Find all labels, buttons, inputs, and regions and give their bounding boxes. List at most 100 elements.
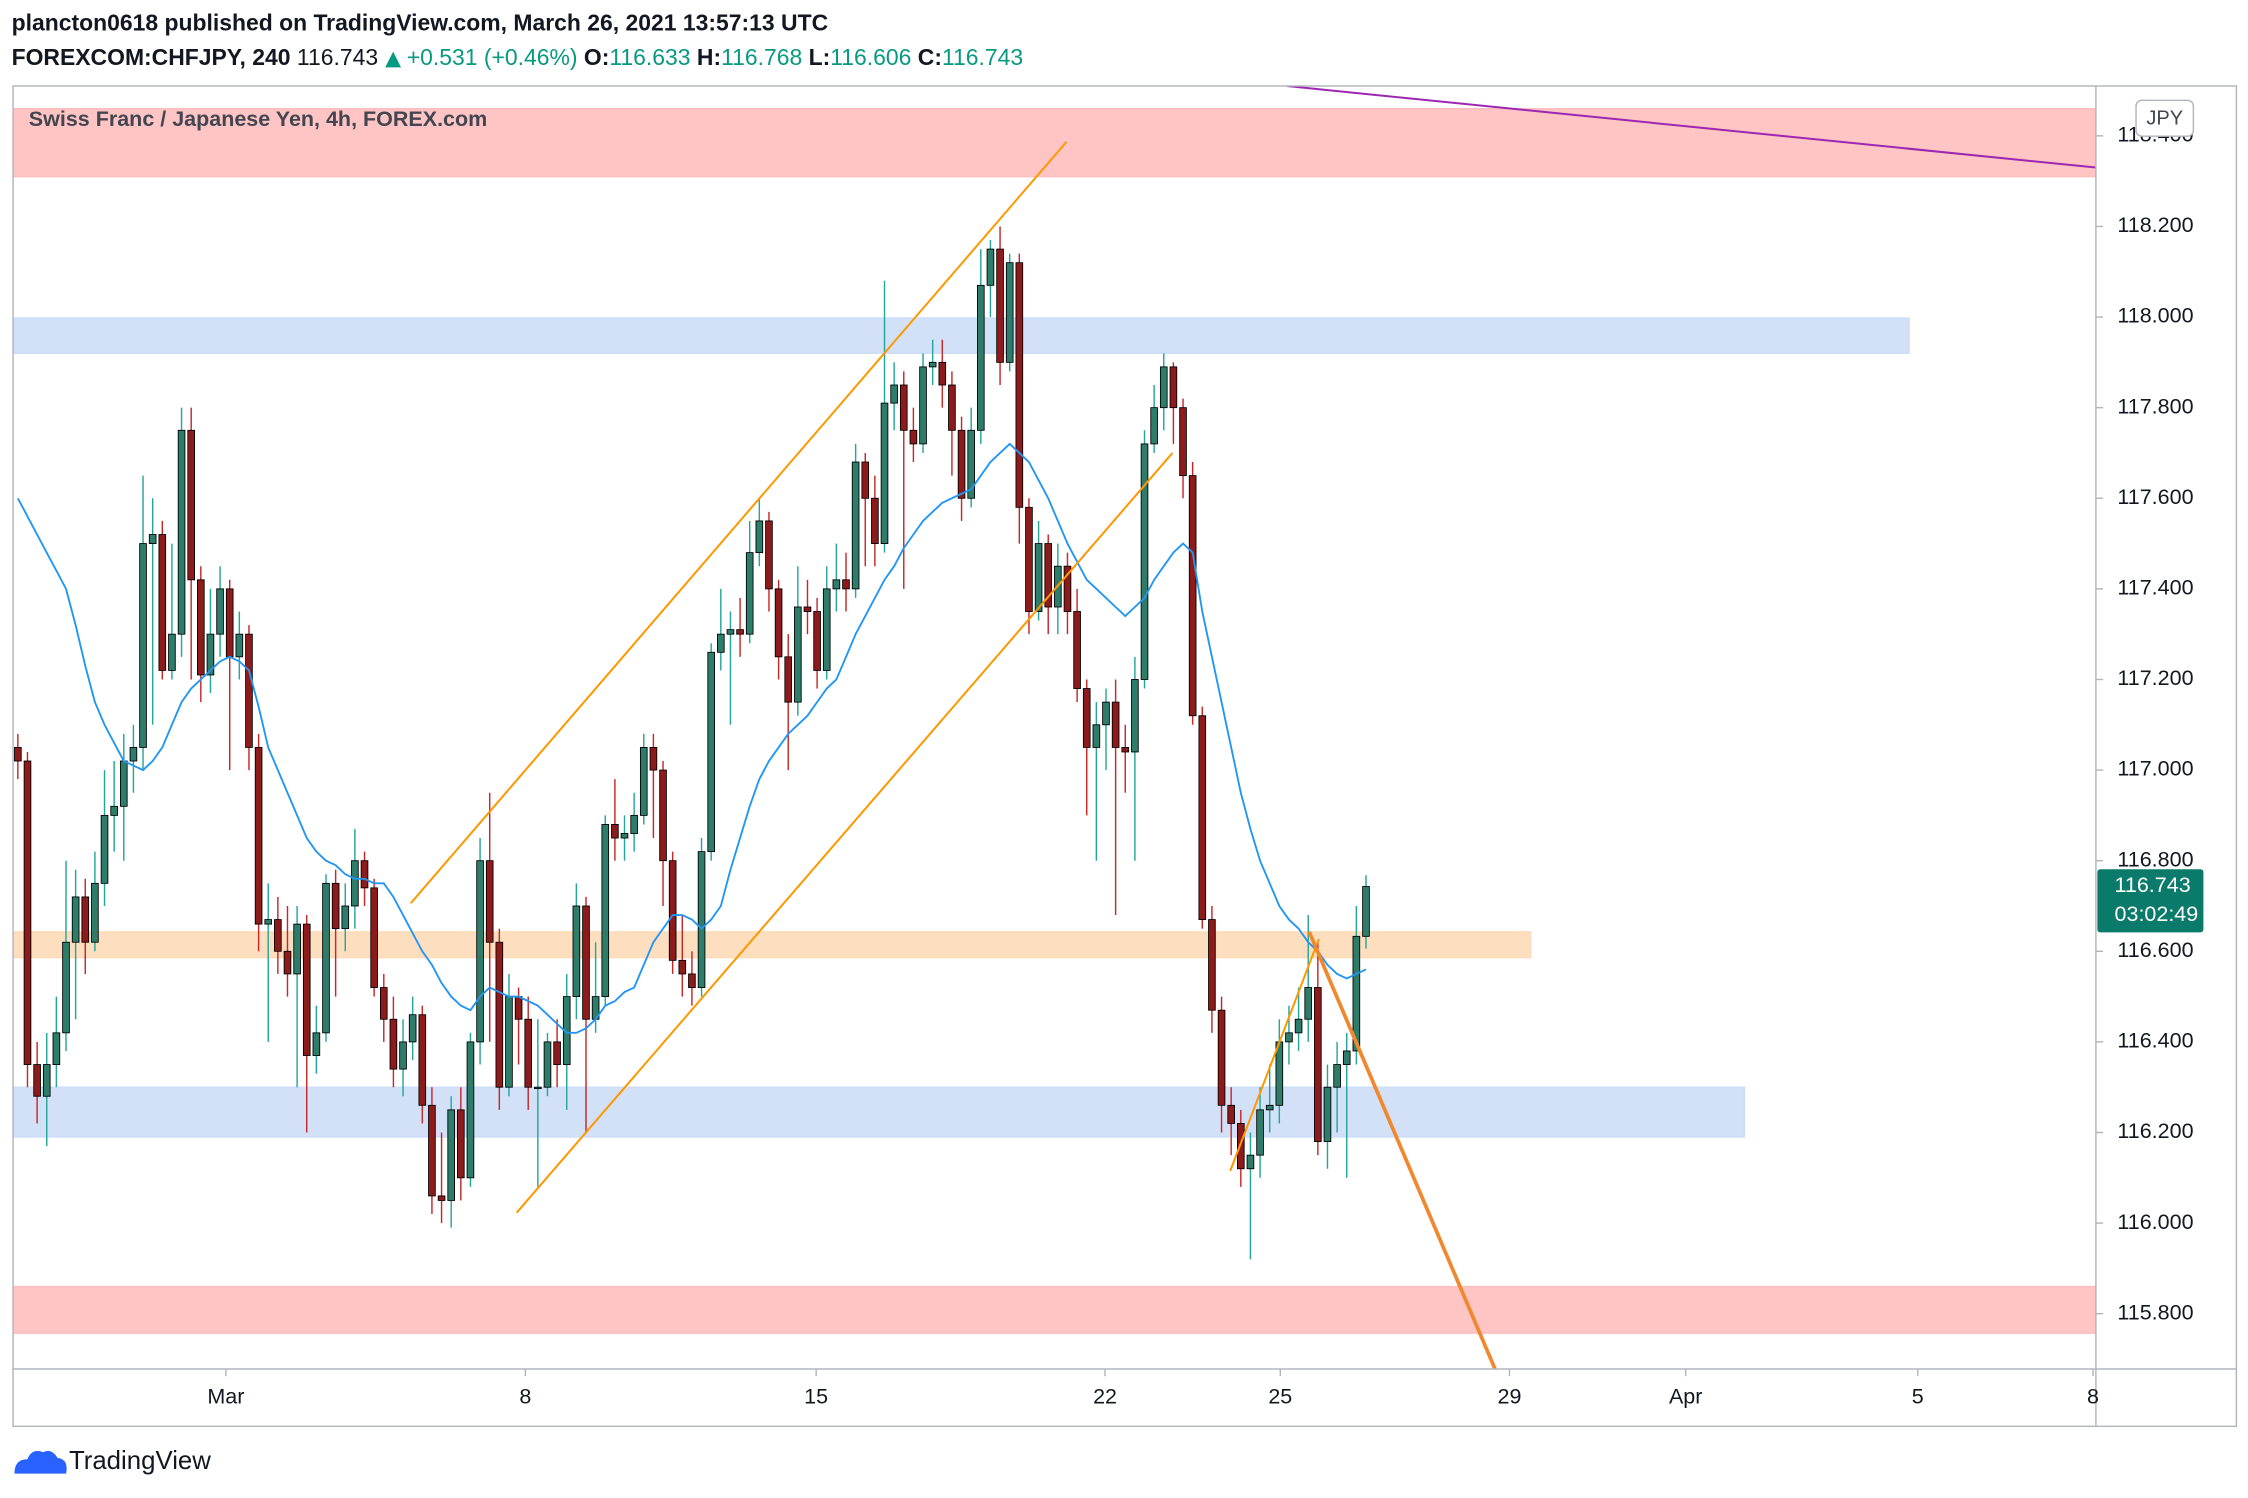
up-arrow xyxy=(385,51,402,68)
y-tick-label: 117.800 xyxy=(2117,394,2193,418)
zone xyxy=(13,317,1910,355)
high-value: 116.768 xyxy=(721,44,802,70)
candle-body xyxy=(986,248,995,286)
y-tick-label: 116.800 xyxy=(2117,847,2193,871)
x-tick-label: 29 xyxy=(1498,1384,1522,1408)
candle-body xyxy=(495,941,504,1088)
candle-body xyxy=(1169,366,1178,409)
candle-body xyxy=(274,919,282,952)
candle-body xyxy=(245,633,253,748)
candle-body xyxy=(774,588,783,658)
candle-body xyxy=(832,579,841,590)
candle-body xyxy=(678,959,687,975)
zone xyxy=(13,1285,2096,1334)
candle-body xyxy=(803,606,812,612)
candle-body xyxy=(851,461,860,590)
candle-body xyxy=(1005,262,1014,363)
candle-body xyxy=(717,633,725,653)
candle-body xyxy=(822,588,831,671)
candle-body xyxy=(505,996,513,1088)
price-label-value: 116.743 xyxy=(2115,873,2191,897)
candle-body xyxy=(1092,724,1101,748)
candle-body xyxy=(254,747,263,925)
x-tick-label: Apr xyxy=(1669,1384,1702,1408)
candle-body xyxy=(1304,987,1313,1020)
trend-line xyxy=(1286,86,2096,169)
zone xyxy=(13,931,1532,959)
candle-body xyxy=(1362,886,1370,937)
low-label: L: xyxy=(809,44,831,70)
trend-line xyxy=(1307,931,1497,1369)
candle-body xyxy=(707,651,715,853)
candle-body xyxy=(514,996,523,1020)
candle-body xyxy=(14,747,22,762)
candle-body xyxy=(119,760,128,807)
price-label xyxy=(2097,869,2204,933)
plot-area xyxy=(13,86,2096,1369)
candle-body xyxy=(23,760,32,1065)
candle-body xyxy=(418,1014,427,1106)
candle-body xyxy=(765,520,773,590)
candle-body xyxy=(1246,1154,1255,1170)
candle-body xyxy=(639,747,648,816)
candle-body xyxy=(139,543,147,748)
candle-body xyxy=(351,860,359,907)
candle-body xyxy=(100,814,109,884)
candle-body xyxy=(457,1109,465,1179)
x-tick-label: 25 xyxy=(1268,1384,1292,1408)
candle-body xyxy=(71,896,80,943)
candle-body xyxy=(1140,443,1149,680)
candle-body xyxy=(216,588,224,635)
symbol-line: FOREXCOM:CHFJPY, 240 116.743 xyxy=(12,44,378,70)
candle-body xyxy=(1025,506,1033,612)
candle-body xyxy=(399,1041,407,1070)
x-tick-label: 8 xyxy=(519,1384,531,1408)
candle-body xyxy=(447,1109,455,1201)
candle-body xyxy=(736,629,744,635)
frame xyxy=(12,85,2238,1428)
candle-body xyxy=(110,805,118,816)
candle-body xyxy=(1314,987,1322,1142)
logo-icon xyxy=(14,1450,67,1474)
y-tick-label: 116.600 xyxy=(2117,938,2193,962)
x-tick-label: 8 xyxy=(2087,1384,2099,1408)
candle-body xyxy=(1159,366,1168,409)
candle-body xyxy=(1015,262,1024,508)
currency-button[interactable] xyxy=(2135,99,2195,137)
y-tick-label: 117.000 xyxy=(2117,757,2193,781)
candle-body xyxy=(880,402,889,544)
candle-body xyxy=(1131,679,1139,753)
candle-body xyxy=(1150,407,1158,445)
candle-body xyxy=(1073,611,1081,689)
candle-body xyxy=(745,552,754,635)
y-tick-label: 116.200 xyxy=(2117,1119,2193,1143)
candle-body xyxy=(1237,1123,1245,1170)
moving-average xyxy=(17,442,1367,1034)
candle-body xyxy=(302,923,311,1056)
candle-body xyxy=(187,429,195,581)
x-tick-label: 15 xyxy=(804,1384,828,1408)
candle-body xyxy=(379,987,388,1020)
candle-body xyxy=(62,941,70,1034)
brand: TradingView xyxy=(69,1447,211,1475)
low-value: 116.606 xyxy=(830,44,911,70)
publish-line: plancton0618 published on TradingView.co… xyxy=(12,9,829,35)
candle-body xyxy=(331,882,340,930)
x-tick-label: 5 xyxy=(1912,1384,1924,1408)
candle-body xyxy=(611,824,619,839)
candle-body xyxy=(1044,543,1053,608)
candle-body xyxy=(1217,1009,1226,1106)
candle-body xyxy=(197,579,205,676)
candle-body xyxy=(668,860,677,961)
candle-body xyxy=(620,833,629,839)
candle-body xyxy=(370,887,378,988)
candle-body xyxy=(534,1086,542,1090)
candle-body xyxy=(957,429,966,499)
candle-body xyxy=(630,814,638,834)
candle-body xyxy=(264,919,273,925)
candle-body xyxy=(697,851,706,988)
x-tick-label: Mar xyxy=(207,1384,244,1408)
candle-body xyxy=(726,629,735,635)
